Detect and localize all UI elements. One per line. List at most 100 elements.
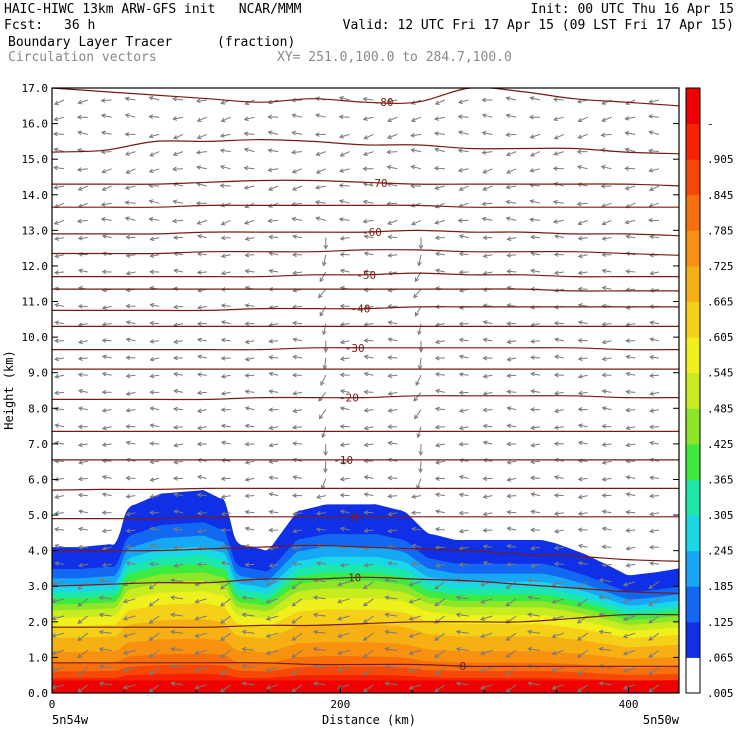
vector-790: [577, 440, 588, 446]
vector-679: [506, 339, 517, 345]
vector-908: [648, 667, 660, 675]
vector-430: [339, 268, 350, 274]
vector-25: [53, 527, 65, 532]
vector-345: [265, 615, 279, 621]
vector-60: [77, 526, 88, 532]
vector-59: [77, 509, 88, 514]
tracer-band-15: [52, 680, 679, 693]
vector-185: [173, 268, 184, 274]
vector-78: [101, 234, 112, 239]
vector-875: [648, 99, 660, 104]
vector-235: [196, 528, 207, 534]
vector-0: [53, 99, 65, 105]
vector-128: [125, 494, 136, 499]
vector-596: [457, 114, 469, 120]
vector-339: [268, 509, 279, 515]
vector-82: [101, 305, 112, 310]
vector-878: [647, 148, 660, 154]
y-tick-label-1: 1.0: [28, 651, 48, 664]
vector-750: [553, 354, 564, 360]
colorbar-label-8: .485: [707, 402, 734, 415]
vector-303: [244, 493, 255, 499]
vector-479: [363, 510, 374, 515]
vector-15: [54, 356, 65, 362]
vector-478: [363, 492, 374, 497]
vector-392: [315, 216, 326, 221]
colorbar-swatch-9: [686, 337, 700, 374]
contour-label-10: -30: [345, 342, 365, 355]
vector-170: [148, 615, 160, 624]
vector-410: [315, 527, 326, 532]
vector-877: [648, 130, 660, 135]
vector-199: [173, 509, 184, 514]
vector-329: [268, 338, 279, 344]
vector-166: [149, 543, 160, 549]
vector-872: [622, 649, 636, 656]
vector-470: [363, 354, 374, 360]
vector-122: [125, 391, 136, 396]
vector-567: [434, 219, 445, 225]
vector-703: [529, 151, 541, 157]
vector-276: [220, 632, 231, 641]
vector-174: [148, 684, 160, 693]
vector-58: [77, 492, 88, 498]
vector-57: [77, 476, 88, 482]
vector-757: [553, 475, 564, 480]
vector-665: [505, 96, 517, 101]
vector-196: [173, 459, 184, 465]
vector-477: [363, 475, 374, 480]
vector-451: [337, 632, 350, 638]
colorbar-label-3: .185: [707, 580, 734, 593]
vector-532: [410, 219, 422, 226]
vector-342: [268, 563, 279, 568]
y-tick-label-4: 4.0: [28, 545, 48, 558]
vector-566: [434, 202, 446, 209]
vector-314: [241, 681, 255, 687]
contour-label-2: -70: [368, 177, 388, 190]
vector-400: [322, 357, 328, 370]
tracer-fill: [52, 490, 679, 693]
vector-56: [77, 460, 88, 465]
vector-659: [480, 598, 493, 604]
vector-763: [551, 581, 564, 587]
vector-101: [98, 629, 112, 635]
vector-234: [196, 510, 207, 516]
vector-377: [291, 561, 303, 567]
y-tick-label-9: 9.0: [28, 367, 48, 380]
vector-609: [458, 337, 469, 343]
colorbar-label-2: .125: [707, 616, 734, 629]
vector-589: [434, 598, 446, 607]
vector-288: [244, 236, 255, 241]
vector-629: [455, 681, 469, 686]
vector-111: [124, 200, 136, 205]
contour-line-8: [52, 306, 679, 312]
vector-483: [362, 581, 374, 590]
vector-577: [434, 388, 445, 394]
vector-615: [458, 441, 469, 447]
vector-637: [481, 216, 493, 222]
y-tick-label-2: 2.0: [28, 616, 48, 629]
vector-375: [292, 528, 303, 534]
vector-102: [98, 647, 112, 652]
vector-19: [54, 423, 65, 428]
vector-579: [434, 424, 445, 430]
y-tick-label-6: 6.0: [28, 473, 48, 486]
vector-686: [506, 459, 517, 465]
vector-450: [337, 615, 350, 621]
vector-565: [434, 185, 445, 190]
vector-148: [149, 236, 160, 242]
vector-254: [220, 253, 231, 259]
vector-368: [292, 408, 303, 414]
vector-829: [601, 509, 612, 515]
vector-538: [417, 323, 422, 336]
vector-734: [527, 681, 541, 686]
vector-773: [576, 149, 588, 155]
contour-line-12: [52, 395, 679, 401]
vector-132: [125, 561, 136, 566]
colorbar-swatch-6: [686, 443, 700, 480]
vector-866: [625, 546, 636, 551]
vector-631: [481, 113, 493, 118]
vector-820: [601, 356, 612, 362]
vector-671: [505, 199, 517, 205]
vector-569: [434, 251, 445, 257]
